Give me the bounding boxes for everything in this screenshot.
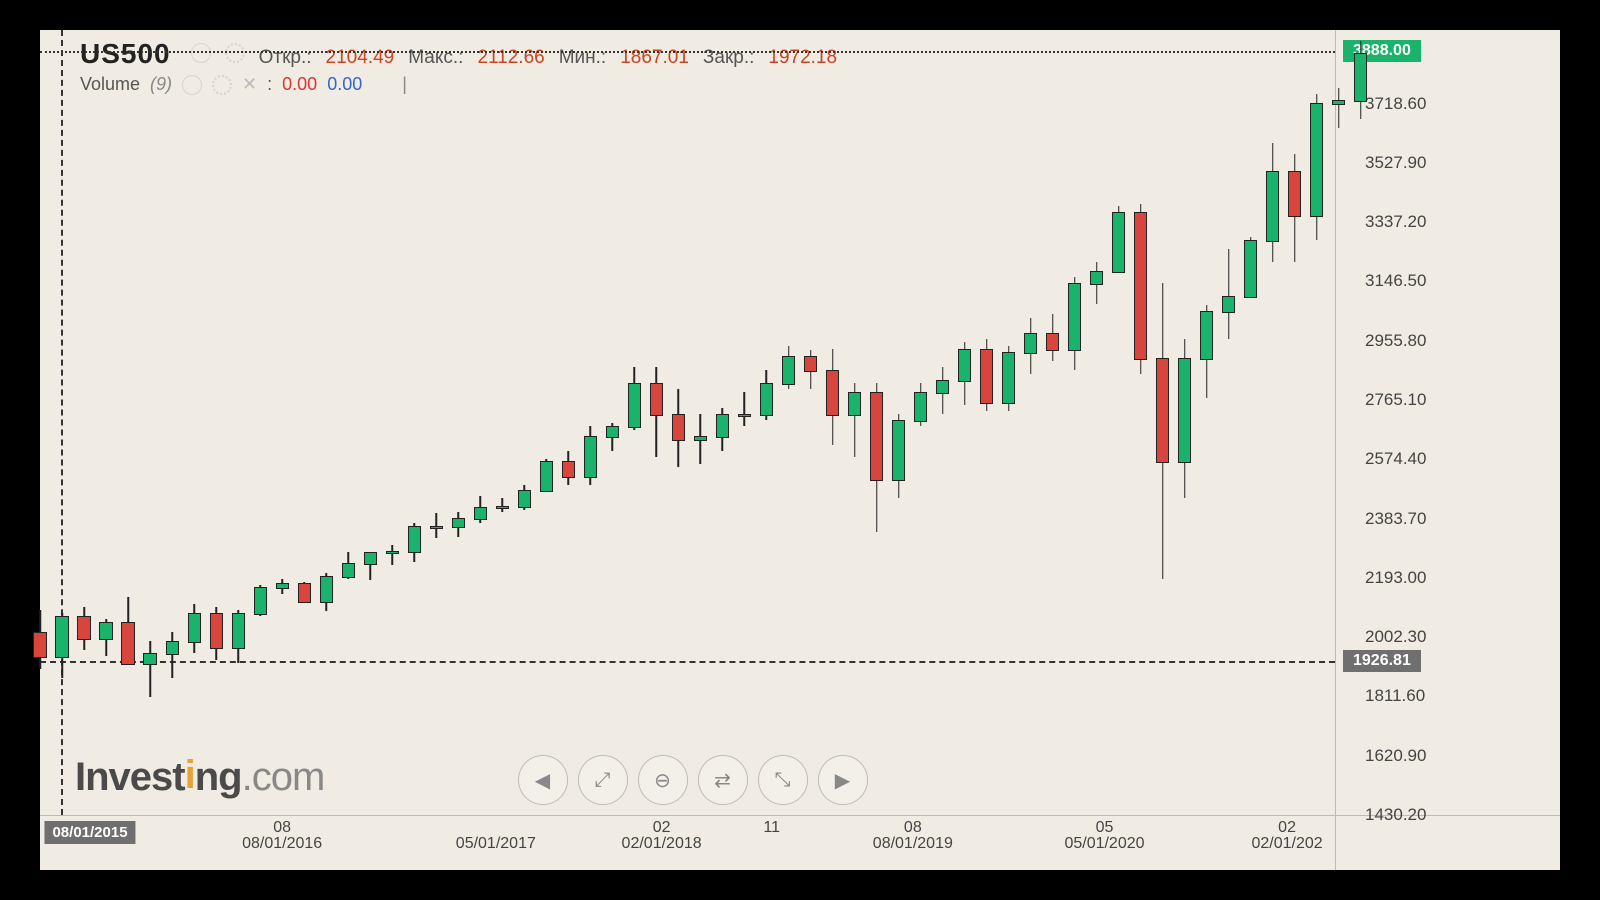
x-axis-label: 0202/01/2018 [622, 819, 702, 854]
crosshair-price-tag: 1926.81 [1343, 650, 1421, 672]
y-axis-label: 2193.00 [1365, 568, 1426, 588]
chart-frame: US500 Откр.: 2104.49 Макс.: 2112.66 Мин.… [40, 30, 1560, 870]
crosshair-horizontal [40, 661, 1335, 663]
x-axis-label: 0202/01/202 [1251, 819, 1322, 854]
nav-button-3[interactable]: ⇄ [698, 755, 748, 805]
y-axis-label: 3146.50 [1365, 271, 1426, 291]
y-axis-label: 3337.20 [1365, 212, 1426, 232]
crosshair-date-tag: 08/01/2015 [44, 821, 135, 844]
y-axis-label: 2765.10 [1365, 390, 1426, 410]
y-axis-label: 2002.30 [1365, 627, 1426, 647]
nav-button-1[interactable]: ⤢ [578, 755, 628, 805]
x-axis-label: 11 [763, 819, 780, 835]
y-axis-label: 2955.80 [1365, 331, 1426, 351]
y-axis-label: 1620.90 [1365, 746, 1426, 766]
y-axis-label: 2383.70 [1365, 509, 1426, 529]
x-axis-label: 0808/01/2019 [873, 819, 953, 854]
nav-button-0[interactable]: ◀ [518, 755, 568, 805]
x-axis-label: 0505/01/2020 [1064, 819, 1144, 854]
y-axis-label: 2574.40 [1365, 449, 1426, 469]
crosshair-vertical [61, 30, 63, 815]
y-axis-label: 1430.20 [1365, 805, 1426, 825]
last-price-line [40, 51, 1335, 53]
nav-button-5[interactable]: ▶ [818, 755, 868, 805]
x-axis-label: 05/01/2017 [456, 819, 536, 854]
chart-plot[interactable]: 3718.60 3527.90 3337.20 3146.50 2955.80 2765.… [40, 30, 1560, 870]
nav-button-2[interactable]: ⊖ [638, 755, 688, 805]
nav-button-4[interactable]: ⤡ [758, 755, 808, 805]
x-axis-label: 0808/01/2016 [242, 819, 322, 854]
y-axis-label: 3527.90 [1365, 153, 1426, 173]
investing-logo: Investing.com [75, 755, 324, 800]
y-axis-label: 3718.60 [1365, 94, 1426, 114]
y-axis-label: 1811.60 [1365, 686, 1425, 706]
chart-nav-buttons: ◀⤢⊖⇄⤡▶ [518, 755, 868, 805]
